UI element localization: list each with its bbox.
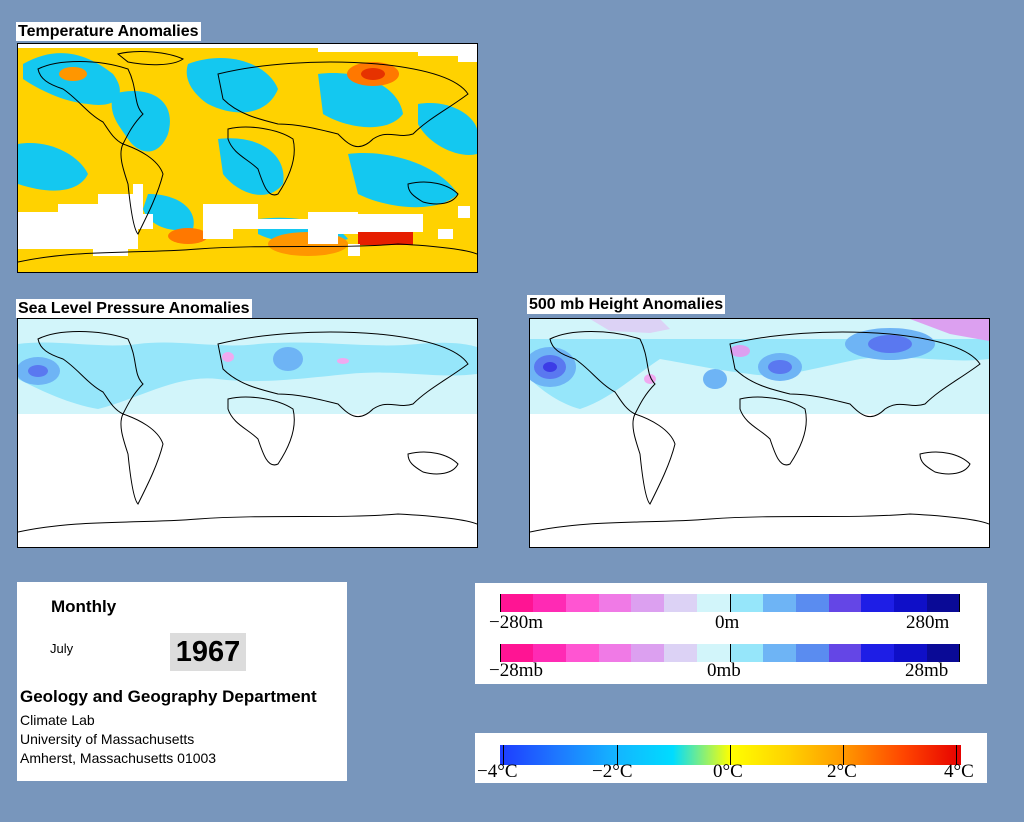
pressure-mid-label: 0mb [707, 660, 741, 681]
height-max-label: 280m [906, 612, 950, 633]
period-label: Monthly [51, 597, 117, 616]
height-scale-swatch [532, 594, 566, 612]
temp-tick-1: −4°C [477, 761, 518, 782]
temperature-anomaly-map [17, 43, 478, 273]
pressure-min-label: −28mb [489, 660, 543, 681]
pressure-scale-swatch [762, 644, 796, 662]
pressure-scale-swatch [861, 644, 895, 662]
month-label: July [50, 641, 74, 656]
height-scale-swatch [631, 594, 665, 612]
height-scale-swatch [927, 594, 961, 612]
temp-tick-3: 0°C [713, 761, 743, 782]
pressure-scale-swatch [664, 644, 698, 662]
height-scale-swatch [697, 594, 731, 612]
height-scale-swatch [598, 594, 632, 612]
lab-label: Climate Lab [20, 712, 95, 728]
pressure-scale-swatch [927, 644, 961, 662]
height-min-label: −280m [489, 612, 543, 633]
temp-tick-2: −2°C [592, 761, 633, 782]
height500-map-title: 500 mb Height Anomalies [527, 295, 726, 314]
slp-anomaly-map [17, 318, 478, 548]
pressure-scale-swatch [532, 644, 566, 662]
info-panel: Monthly July 1967 Geology and Geography … [17, 582, 347, 781]
temp-tick-5: 4°C [944, 761, 974, 782]
height-scale-swatch [762, 594, 796, 612]
height-scale-swatch [828, 594, 862, 612]
pressure-scale-swatch [631, 644, 665, 662]
height-scale-swatch [730, 594, 763, 612]
pressure-scale-swatch [828, 644, 862, 662]
pressure-scale-swatch [894, 644, 928, 662]
pressure-scale-swatch [795, 644, 829, 662]
pressure-scale-swatch [697, 644, 731, 662]
temperature-legend: −4°C −2°C 0°C 2°C 4°C [475, 733, 987, 783]
university-label: University of Massachusetts [20, 731, 195, 747]
temp-tick-4: 2°C [827, 761, 857, 782]
pressure-scale-swatch [565, 644, 599, 662]
height-color-bar [500, 594, 961, 612]
temperature-map-title: Temperature Anomalies [16, 22, 201, 41]
height-scale-swatch [664, 594, 698, 612]
pressure-scale-swatch [500, 644, 533, 662]
height-scale-swatch [894, 594, 928, 612]
height-scale-swatch [565, 594, 599, 612]
pressure-scale-swatch [730, 644, 763, 662]
height500-anomaly-map [529, 318, 990, 548]
height-scale-swatch [500, 594, 533, 612]
pressure-max-label: 28mb [905, 660, 949, 681]
pressure-color-bar [500, 644, 961, 662]
height-scale-swatch [795, 594, 829, 612]
slp-map-title: Sea Level Pressure Anomalies [16, 299, 252, 318]
department-label: Geology and Geography Department [20, 687, 317, 706]
address-label: Amherst, Massachusetts 01003 [20, 750, 217, 766]
year-label: 1967 [170, 633, 246, 671]
pressure-scale-swatch [598, 644, 632, 662]
height-pressure-legend: −280m 0m 280m −28mb 0mb 28mb [475, 583, 987, 684]
height-scale-swatch [861, 594, 895, 612]
height-mid-label: 0m [715, 612, 740, 633]
